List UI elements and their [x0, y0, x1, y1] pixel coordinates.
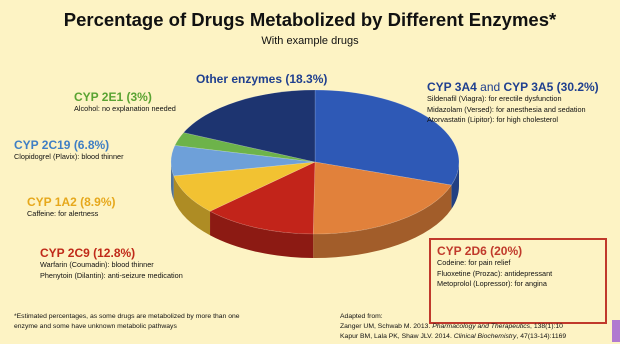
pie-slice-cyp-2e1: [174, 132, 316, 163]
pie-slice-cyp-2c19: [170, 145, 316, 177]
label-other-enzymes: Other enzymes (18.3%): [196, 72, 327, 86]
pie-slice-cyp-2d6: [312, 161, 452, 235]
corner-logo-badge: [612, 320, 620, 342]
source-ref-2-authors: Kapur BM, Lala PK, Shaw JLV. 2014.: [340, 333, 454, 340]
label-cyp3a4-head-b: CYP 3A5 (30.2%): [503, 80, 599, 94]
source-ref-2-journal: Clinical Biochemistry: [453, 333, 517, 340]
source-ref-1-journal: Pharmacology and Therapeutics: [432, 323, 531, 330]
label-cyp2d6-example: Fluoxetine (Prozac): antidepressant: [437, 268, 553, 278]
label-other-head: Other enzymes (18.3%): [196, 72, 328, 86]
label-cyp2c9-example: Phenytoin (Dilantin): anti-seizure medic…: [40, 270, 183, 280]
chart-subtitle: With example drugs: [261, 35, 359, 47]
label-cyp2e1-example: Alcohol: no explanation needed: [74, 104, 176, 113]
label-cyp2c9-head: CYP 2C9 (12.8%): [40, 246, 136, 260]
label-cyp3a4-head-a: CYP 3A4: [427, 80, 477, 94]
label-cyp2c19-example: Clopidogrel (Plavix): blood thinner: [14, 152, 124, 161]
source-citation: Adapted from: Zanger UM, Schwab M. 2013.…: [340, 312, 620, 342]
footnote-line: enzyme and some have unknown metabolic p…: [14, 323, 177, 330]
label-cyp2c9: CYP 2C9 (12.8%) Warfarin (Coumadin): blo…: [40, 246, 183, 281]
label-cyp3a4-example: Atorvastatin (Lipitor): for high cholest…: [427, 115, 558, 124]
pie-slice-cyp-3a4-and-cyp-3a5: [314, 89, 460, 186]
source-ref-1-authors: Zanger UM, Schwab M. 2013.: [340, 323, 433, 330]
source-ref-2: Kapur BM, Lala PK, Shaw JLV. 2014. Clini…: [340, 332, 620, 342]
source-ref-1: Zanger UM, Schwab M. 2013. Pharmacology …: [340, 322, 620, 332]
label-cyp3a4-example: Midazolam (Versed): for anesthesia and s…: [427, 104, 586, 114]
label-cyp2e1: CYP 2E1 (3%) Alcohol: no explanation nee…: [74, 90, 176, 115]
chart-title: Percentage of Drugs Metabolized by Diffe…: [63, 9, 557, 30]
label-cyp2d6-example: Metoprolol (Lopressor): for angina: [437, 279, 547, 288]
source-ref-2-rest: , 47(13-14):1169: [516, 333, 567, 340]
pie-slice-cyp-2c9: [209, 161, 316, 235]
pie-side-cyp-1a2: [173, 175, 211, 236]
label-cyp3a4-head-and: and: [476, 80, 504, 94]
label-cyp3a4: CYP 3A4 and CYP 3A5 (30.2%) Sildenafil (…: [427, 80, 599, 126]
label-cyp2d6-head: CYP 2D6 (20%): [437, 244, 523, 258]
label-cyp2e1-head: CYP 2E1 (3%): [74, 90, 152, 104]
source-heading: Adapted from:: [340, 313, 383, 320]
pie-side-cyp-2c19: [171, 162, 174, 200]
label-cyp2c19: CYP 2C19 (6.8%) Clopidogrel (Plavix): bl…: [14, 138, 124, 163]
label-cyp3a4-example: Sildenafil (Viagra): for erectile dysfun…: [427, 94, 562, 103]
footnote-line: *Estimated percentages, as some drugs ar…: [14, 313, 240, 320]
label-cyp1a2-example: Caffeine: for alertness: [27, 209, 99, 218]
label-cyp2c19-head: CYP 2C19 (6.8%): [14, 138, 110, 152]
label-cyp2c9-example: Warfarin (Coumadin): blood thinner: [40, 260, 154, 269]
pie-slice-other-enzymes: [183, 89, 316, 163]
label-cyp1a2: CYP 1A2 (8.9%) Caffeine: for alertness: [27, 195, 115, 220]
pie-side-cyp-2c9: [210, 211, 314, 258]
footnote: *Estimated percentages, as some drugs ar…: [14, 312, 334, 332]
source-ref-1-rest: , 138(1):10: [530, 323, 563, 330]
pie-side-cyp-3a4-and-cyp-3a5: [451, 162, 459, 210]
label-cyp2d6-box: CYP 2D6 (20%) Codeine: for pain relief F…: [429, 238, 607, 324]
pie-sides: [171, 162, 459, 259]
label-cyp1a2-head: CYP 1A2 (8.9%): [27, 195, 116, 209]
pie-slice-cyp-1a2: [173, 161, 316, 212]
label-cyp2d6-example: Codeine: for pain relief: [437, 258, 511, 267]
pie-side-cyp-2d6: [313, 185, 452, 259]
